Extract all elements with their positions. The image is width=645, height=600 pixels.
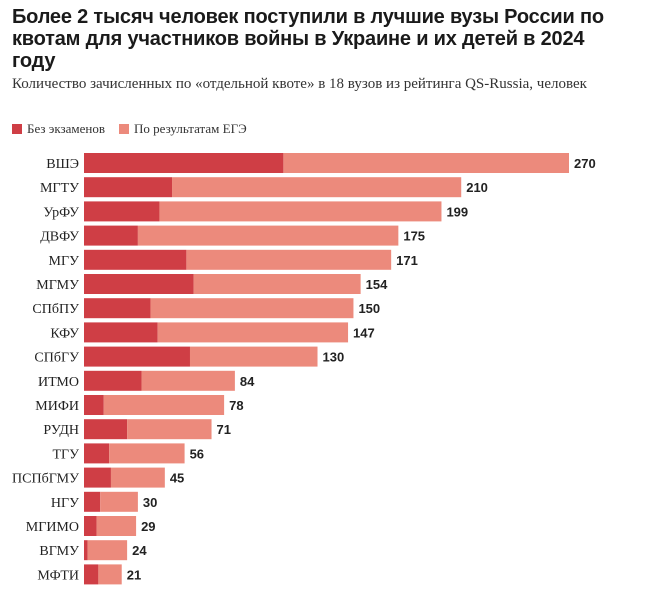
bar-segment-no-exams — [84, 225, 138, 246]
bar-segment-ege — [186, 249, 392, 270]
category-label: РУДН — [43, 423, 79, 438]
category-label: НГУ — [51, 496, 79, 511]
total-value-label: 175 — [403, 229, 425, 244]
bar-segment-ege — [100, 491, 138, 512]
bar-segment-ege — [283, 153, 569, 173]
bar-segment-no-exams — [84, 467, 111, 488]
total-value-label: 150 — [358, 301, 380, 316]
bar-segment-ege — [172, 177, 462, 198]
legend-swatch-ege — [119, 124, 129, 134]
bar-segment-ege — [87, 540, 128, 561]
total-value-label: 56 — [190, 446, 204, 461]
total-value-label: 199 — [446, 204, 468, 219]
category-label: ВШЭ — [46, 157, 79, 172]
bar-segment-ege — [127, 419, 212, 440]
bar-segment-ege — [159, 201, 442, 222]
bar-segment-no-exams — [84, 153, 284, 173]
bar-segment-ege — [98, 564, 122, 585]
bar-segment-ege — [157, 322, 349, 343]
legend-swatch-no-exams — [12, 124, 22, 134]
category-label: УрФУ — [43, 205, 79, 220]
bar-segment-no-exams — [84, 443, 110, 464]
total-value-label: 270 — [574, 156, 596, 171]
total-value-label: 171 — [396, 253, 418, 268]
bar-segment-ege — [137, 225, 399, 246]
category-label: МГТУ — [40, 181, 79, 196]
bar-segment-no-exams — [84, 370, 142, 391]
bar-segment-no-exams — [84, 249, 187, 270]
bar-segment-no-exams — [84, 516, 97, 536]
chart-subtitle: Количество зачисленных по «отдельной кво… — [12, 76, 587, 92]
category-label: ИТМО — [38, 375, 79, 390]
total-value-label: 154 — [366, 277, 388, 292]
category-label: МИФИ — [35, 399, 79, 414]
total-value-label: 24 — [132, 543, 147, 558]
category-label: ВГМУ — [39, 544, 79, 559]
category-label: ПСПбГМУ — [12, 472, 79, 487]
total-value-label: 30 — [143, 495, 157, 510]
total-value-label: 29 — [141, 519, 155, 534]
legend-item-no-exams: Без экзаменов — [12, 121, 105, 137]
total-value-label: 45 — [170, 471, 184, 486]
bar-segment-ege — [110, 467, 165, 488]
category-label: СПбГУ — [34, 351, 79, 366]
bar-segment-ege — [193, 274, 361, 294]
category-label: КФУ — [50, 326, 79, 341]
total-value-label: 130 — [323, 350, 345, 365]
chart-title: Более 2 тысяч человек поступили в лучшие… — [12, 6, 604, 72]
legend-label-no-exams: Без экзаменов — [27, 121, 105, 136]
bar-segment-ege — [189, 346, 318, 367]
chart-legend: Без экзаменов По результатам ЕГЭ — [12, 121, 261, 137]
total-value-label: 84 — [240, 374, 255, 389]
bar-segment-no-exams — [84, 491, 101, 512]
total-value-label: 78 — [229, 398, 243, 413]
bar-segment-ege — [150, 298, 354, 319]
category-label: СПбПУ — [32, 302, 79, 317]
bar-segment-no-exams — [84, 298, 151, 319]
total-value-label: 21 — [127, 567, 141, 582]
category-label: ДВФУ — [40, 230, 79, 245]
category-label: МГИМО — [26, 520, 79, 535]
total-value-label: 147 — [353, 325, 375, 340]
bar-segment-no-exams — [84, 177, 173, 198]
bar-segment-no-exams — [84, 274, 194, 294]
bar-segment-ege — [141, 370, 235, 391]
category-label: МФТИ — [37, 568, 79, 583]
total-value-label: 71 — [217, 422, 231, 437]
bar-segment-no-exams — [84, 322, 158, 343]
bar-segment-ege — [109, 443, 185, 464]
category-label: МГМУ — [36, 278, 79, 293]
category-label: МГУ — [49, 254, 80, 269]
bar-segment-no-exams — [84, 395, 104, 415]
legend-item-ege: По результатам ЕГЭ — [119, 121, 247, 137]
bar-segment-no-exams — [84, 564, 99, 585]
category-label: ТГУ — [52, 447, 79, 462]
bar-segment-ege — [103, 395, 225, 415]
bar-segment-no-exams — [84, 201, 160, 222]
bar-segment-no-exams — [84, 419, 128, 440]
bar-segment-no-exams — [84, 540, 88, 561]
legend-label-ege: По результатам ЕГЭ — [134, 121, 247, 136]
bar-segment-ege — [96, 516, 137, 536]
bar-segment-no-exams — [84, 346, 190, 367]
total-value-label: 210 — [466, 180, 488, 195]
